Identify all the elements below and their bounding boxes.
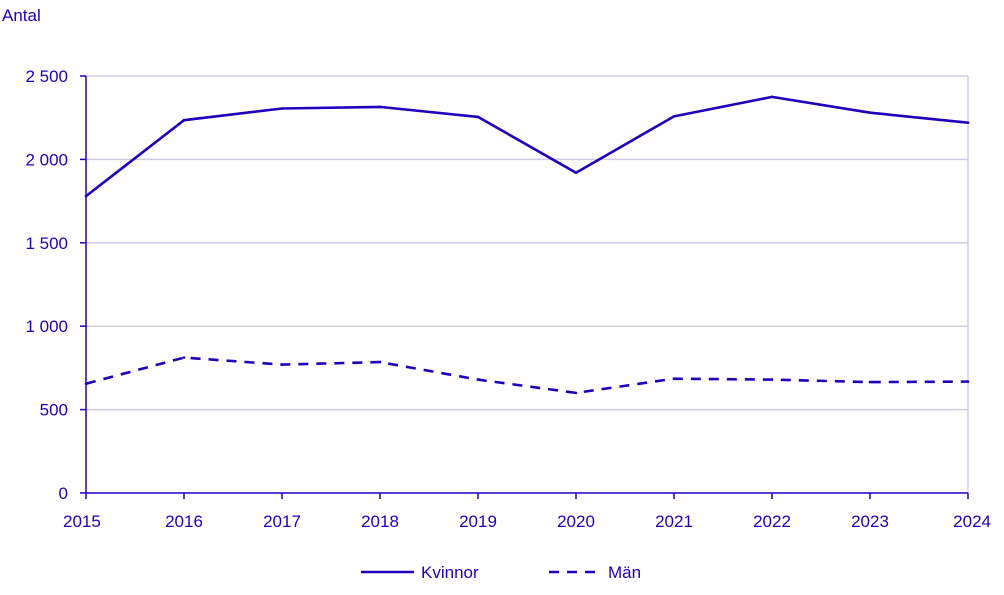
data-point — [574, 171, 578, 175]
x-tick-label: 2015 — [63, 512, 101, 531]
x-tick-label: 2023 — [851, 512, 889, 531]
data-point — [770, 378, 774, 381]
y-tick-label: 1 500 — [25, 234, 68, 253]
legend-label: Män — [608, 563, 641, 582]
axes — [80, 75, 969, 499]
data-point — [672, 377, 676, 381]
x-tick-label: 2020 — [557, 512, 595, 531]
y-tick-label: 0 — [59, 484, 68, 503]
data-point — [966, 121, 970, 125]
y-axis-label: Antal — [2, 6, 41, 25]
data-point — [476, 378, 480, 381]
x-tick-label: 2017 — [263, 512, 301, 531]
data-point — [182, 118, 186, 122]
y-tick-label: 1 000 — [25, 317, 68, 336]
data-point — [966, 380, 970, 383]
y-tick-label: 2 500 — [25, 67, 68, 86]
x-tick-label: 2024 — [953, 512, 991, 531]
x-tick-label: 2018 — [361, 512, 399, 531]
data-point — [182, 356, 186, 359]
x-tick-label: 2022 — [753, 512, 791, 531]
data-point — [280, 107, 284, 110]
data-point — [378, 360, 382, 364]
x-tick-label: 2019 — [459, 512, 497, 531]
data-point — [280, 363, 284, 366]
data-point — [378, 105, 382, 109]
legend: Kvinnor Män — [361, 563, 641, 582]
data-point — [868, 380, 872, 384]
data-point — [574, 391, 578, 395]
y-tick-labels: 0 500 1 000 1 500 2 000 2 500 — [25, 67, 68, 503]
data-point — [84, 382, 88, 386]
data-point — [476, 115, 480, 119]
x-tick-label: 2016 — [165, 512, 203, 531]
x-tick-label: 2021 — [655, 512, 693, 531]
series-line-0 — [85, 95, 969, 198]
series-line-1 — [85, 356, 969, 395]
grid-lines — [86, 75, 968, 411]
y-tick-label: 2 000 — [25, 150, 68, 169]
legend-label: Kvinnor — [421, 563, 479, 582]
x-tick-labels: 2015 2016 2017 2018 2019 2020 2021 2022 2023 2024 — [63, 512, 991, 531]
data-point — [84, 194, 88, 198]
data-point — [868, 111, 872, 114]
series-lines — [84, 95, 970, 395]
y-tick-label: 500 — [40, 401, 68, 420]
data-point — [672, 115, 676, 118]
data-point — [770, 95, 774, 99]
